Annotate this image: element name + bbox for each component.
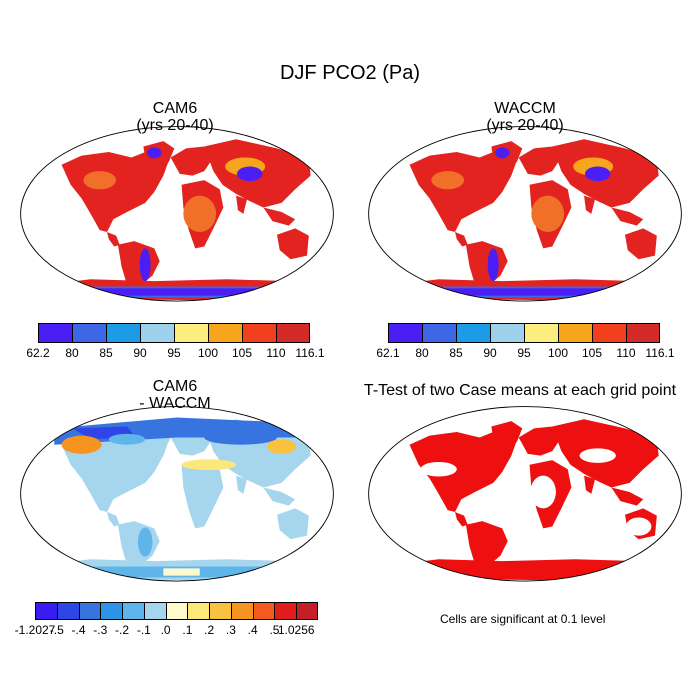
- diff-color-swatch: [143, 602, 166, 620]
- diff-color-swatch: [296, 602, 318, 620]
- diff-tick-label: -.1: [136, 623, 151, 637]
- waccm-color-swatch: [422, 323, 456, 343]
- panel-title-cam6-line1: CAM6: [152, 100, 198, 117]
- map-waccm: [368, 126, 682, 302]
- map-cam6: [20, 126, 334, 302]
- diff-tick-label: -.2: [115, 623, 130, 637]
- panel-title-diff: CAM6 - WACCM: [60, 378, 290, 412]
- waccm-color-swatch: [388, 323, 422, 343]
- diff-tick-label: 1.0256: [277, 623, 315, 637]
- cam6-tick-label: 110: [266, 346, 286, 360]
- cam6-tick-label: 85: [99, 346, 113, 360]
- cam6-color-swatch: [242, 323, 276, 343]
- diff-color-swatch: [252, 602, 275, 620]
- panel-title-cam6-line2: (yrs 20-40): [136, 117, 214, 134]
- diff-tick-label: .4: [247, 623, 258, 637]
- cam6-color-swatch: [276, 323, 310, 343]
- cam6-color-swatch: [72, 323, 106, 343]
- waccm-tick-label: 105: [581, 346, 603, 360]
- panel-title-waccm-line2: (yrs 20-40): [486, 117, 564, 134]
- cam6-tick-label: 100: [197, 346, 219, 360]
- cam6-color-swatch: [208, 323, 242, 343]
- cam6-tick-label: 105: [231, 346, 253, 360]
- waccm-tick-label: 100: [547, 346, 569, 360]
- diff-color-swatch: [209, 602, 231, 620]
- colorbar-diff: -1.2027 -.5 -.4 -.3 -.2 -.1 .0 .1 .2 .3 .4 .5 1.0256: [15, 602, 318, 637]
- colorbar-waccm: 62.1 80 85 90 95 100 105 110 116.1: [376, 323, 675, 360]
- diff-color-swatch: [100, 602, 123, 620]
- cam6-color-swatch: [140, 323, 174, 343]
- diff-color-swatch: [274, 602, 297, 620]
- panel-title-diff-line2: - WACCM: [139, 395, 211, 412]
- diff-tick-label: -1.2027: [14, 623, 56, 637]
- panel-title-ttest-line1: T-Test of two Case means at each grid po…: [363, 382, 677, 399]
- cam6-color-swatch: [38, 323, 72, 343]
- cam6-color-swatch: [174, 323, 208, 343]
- diff-color-swatch: [35, 602, 57, 620]
- diff-tick-label: .0: [160, 623, 171, 637]
- cam6-tick-label: 95: [167, 346, 181, 360]
- panel-title-cam6: CAM6 (yrs 20-40): [60, 100, 290, 134]
- diff-tick-label: .3: [225, 623, 236, 637]
- cam6-color-swatch: [106, 323, 140, 343]
- panel-title-waccm-line1: WACCM: [494, 100, 556, 117]
- map-diff: [20, 406, 334, 582]
- panel-title-waccm: WACCM (yrs 20-40): [410, 100, 640, 134]
- waccm-tick-label: 90: [483, 346, 497, 360]
- waccm-color-swatch: [626, 323, 660, 343]
- waccm-color-swatch: [558, 323, 592, 343]
- colorbar-cam6: 62.2 80 85 90 95 100 105 110 116.1: [26, 323, 325, 360]
- diff-color-swatch: [165, 602, 188, 620]
- diff-color-swatch: [78, 602, 101, 620]
- waccm-tick-label: 116.1: [645, 346, 675, 360]
- waccm-color-swatch: [490, 323, 524, 343]
- diff-color-swatch: [56, 602, 79, 620]
- diff-color-swatch: [187, 602, 210, 620]
- waccm-color-swatch: [456, 323, 490, 343]
- panel-title-ttest: T-Test of two Case means at each grid po…: [345, 382, 695, 399]
- significance-note: Cells are significant at 0.1 level: [440, 612, 606, 626]
- diff-tick-label: -.5: [49, 623, 64, 637]
- waccm-tick-label: 110: [616, 346, 636, 360]
- diff-tick-label: .1: [182, 623, 193, 637]
- diff-color-swatch: [122, 602, 144, 620]
- cam6-tick-label: 62.2: [26, 346, 50, 360]
- waccm-tick-label: 95: [517, 346, 531, 360]
- diff-tick-label: .2: [204, 623, 215, 637]
- waccm-tick-label: 62.1: [376, 346, 400, 360]
- cam6-tick-label: 116.1: [295, 346, 325, 360]
- panel-title-diff-line1: CAM6: [152, 378, 198, 395]
- diff-tick-label: .5: [269, 623, 280, 637]
- waccm-color-swatch: [524, 323, 558, 343]
- cam6-tick-label: 90: [133, 346, 147, 360]
- figure-title: DJF PCO2 (Pa): [279, 62, 421, 84]
- map-ttest: [368, 406, 682, 582]
- diff-tick-label: -.4: [71, 623, 86, 637]
- cam6-tick-label: 80: [65, 346, 79, 360]
- waccm-tick-label: 85: [449, 346, 463, 360]
- waccm-color-swatch: [592, 323, 626, 343]
- diff-color-swatch: [230, 602, 253, 620]
- diff-tick-label: -.3: [93, 623, 108, 637]
- waccm-tick-label: 80: [415, 346, 429, 360]
